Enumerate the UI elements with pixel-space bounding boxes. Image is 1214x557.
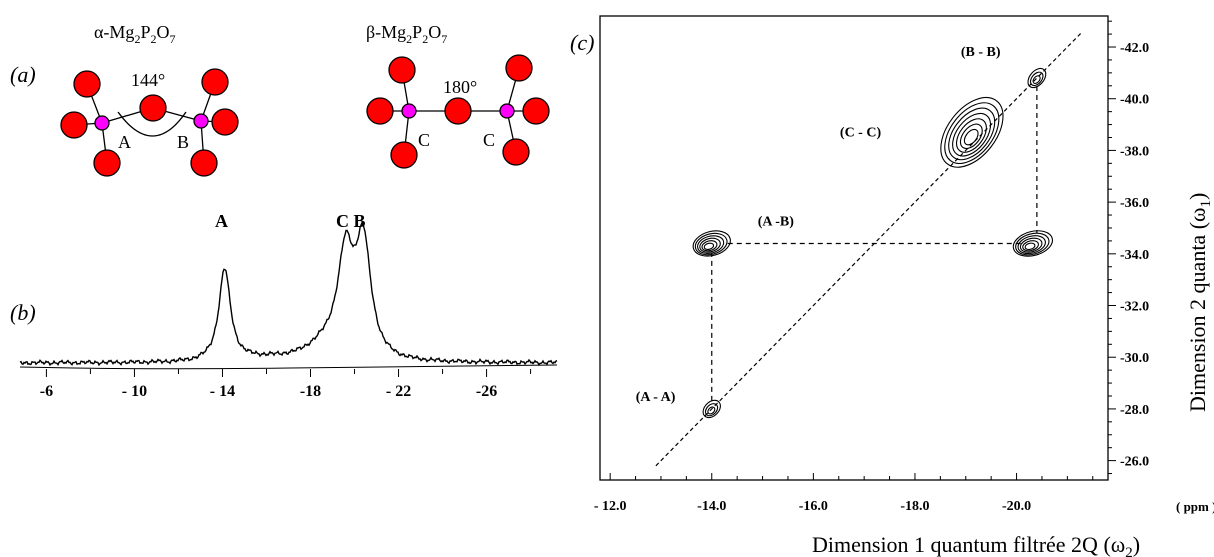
contour-level: [1019, 237, 1043, 253]
spectrum-1d-tick-label: -18: [300, 383, 321, 400]
peak-label-CB: C B: [336, 211, 366, 231]
spectrum-1d-tick-label: - 22: [386, 383, 411, 400]
contour-level: [1012, 230, 1053, 257]
x-axis-title: Dimension 1 quantum filtrée 2Q (ω2): [812, 532, 1140, 557]
contour-level: [1022, 240, 1039, 252]
y-axis-title: Dimension 2 quanta (ω1): [1185, 193, 1214, 412]
contour-level: [956, 118, 987, 153]
alpha-site-B: B: [177, 132, 189, 152]
y-tick-label: -32.0: [1120, 300, 1149, 315]
x-tick-label: -20.0: [1002, 499, 1031, 514]
contour-level: [1029, 71, 1044, 87]
contour-level: [692, 230, 731, 257]
contour-level: [1017, 235, 1046, 255]
y-tick-label: -36.0: [1120, 196, 1149, 211]
contour-level: [944, 102, 1000, 164]
contour-peak-AB-right: [1012, 230, 1053, 257]
panel-label-a: (a): [10, 62, 36, 87]
correlation-label: (A -B): [758, 214, 795, 229]
contour-level: [707, 406, 716, 415]
contour-level: [697, 235, 725, 254]
contour-level: [1032, 75, 1041, 84]
contour-level: [704, 403, 719, 417]
contour-level: [959, 123, 983, 150]
beta-site-C-right: C: [483, 130, 495, 150]
contour-plot-frame: [599, 15, 1109, 481]
contour-peak-BB: [1027, 67, 1047, 89]
alpha-angle: 144°: [131, 70, 165, 90]
panel-label-c: (c): [570, 30, 594, 55]
contour-level: [948, 107, 996, 161]
alpha-structure: [60, 68, 239, 177]
contour-peak-CC: [940, 96, 1004, 168]
contour-level: [952, 112, 992, 157]
contour-level: [694, 232, 728, 256]
contour-level: [963, 128, 979, 146]
contour-peak-AA: [702, 399, 721, 419]
correlation-label: (C - C): [840, 125, 882, 140]
contour-level: [703, 242, 715, 251]
panel-label-b: (b): [10, 300, 36, 325]
y-tick-label: -38.0: [1120, 144, 1149, 159]
spectrum-1d-tick-label: - 10: [122, 383, 147, 400]
x-unit-label: ( ppm ): [1176, 499, 1214, 514]
spectrum-1d-tick-label: -26: [476, 383, 497, 400]
contour-level: [1027, 67, 1047, 89]
contour-level: [701, 240, 718, 252]
alpha-formula: α-Mg2P2O7: [94, 22, 175, 46]
contour-peak-AB-left: [692, 230, 731, 257]
x-tick-label: -18.0: [900, 499, 929, 514]
y-tick-label: -42.0: [1120, 41, 1149, 56]
contour-level: [699, 237, 721, 253]
contour-level: [1024, 242, 1036, 251]
peak-label-A: A: [215, 211, 228, 231]
diagonal-line: [655, 31, 1084, 467]
beta-site-C-left: C: [418, 130, 430, 150]
y-tick-label: -30.0: [1120, 351, 1149, 366]
y-tick-label: -26.0: [1120, 455, 1149, 470]
contour-level: [1015, 232, 1050, 256]
contour-level: [702, 399, 721, 419]
spectrum-1d: -6 - 10 - 14 -18 - 22 -26: [19, 221, 558, 400]
beta-structure: [366, 54, 550, 169]
correlation-label: (A - A): [636, 390, 676, 405]
x-tick-label: -16.0: [799, 499, 828, 514]
spectrum-1d-axis-line: [19, 364, 558, 370]
y-tick-label: -34.0: [1120, 248, 1149, 263]
spectrum-1d-tick-label: -6: [40, 383, 53, 400]
spectrum-1d-tick-label: - 14: [210, 383, 235, 400]
spectrum-1d-trace: [19, 221, 558, 367]
contour-level: [940, 96, 1004, 168]
beta-angle: 180°: [443, 77, 477, 97]
y-tick-label: -40.0: [1120, 93, 1149, 108]
correlation-label: (B - B): [961, 45, 1001, 60]
x-tick-label: - 12.0: [594, 499, 627, 514]
y-tick-label: -28.0: [1120, 403, 1149, 418]
beta-formula: β-Mg2P2O7: [366, 22, 447, 46]
alpha-site-A: A: [118, 132, 131, 152]
x-tick-label: -14.0: [697, 499, 726, 514]
